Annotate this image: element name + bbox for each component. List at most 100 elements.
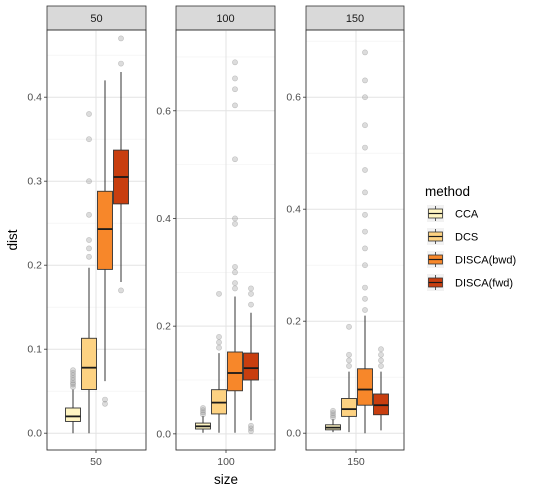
x-tick-label: 50 xyxy=(90,456,102,468)
outlier-point xyxy=(346,323,352,330)
panel-border xyxy=(175,29,276,451)
outlier-point xyxy=(362,228,368,235)
facet-strip xyxy=(46,5,147,31)
legend-title: method xyxy=(425,184,470,199)
outlier-point xyxy=(362,49,368,56)
outlier-point xyxy=(216,344,222,351)
box-dcs xyxy=(341,323,357,433)
outlier-point xyxy=(232,280,238,286)
outlier-point xyxy=(102,396,108,403)
outlier-point xyxy=(362,262,368,269)
outlier-point xyxy=(232,156,238,163)
outlier-point xyxy=(248,422,254,429)
y-tick-label: 0.0 xyxy=(156,428,171,440)
outlier-point xyxy=(362,307,368,313)
facet-strip xyxy=(175,5,276,31)
box-disca-fwd- xyxy=(113,35,129,294)
y-tick-label: 0.2 xyxy=(27,260,42,272)
outlier-point xyxy=(70,372,76,379)
x-axis-title: size xyxy=(214,472,238,487)
y-tick-label: 0.3 xyxy=(27,176,42,188)
facet-panel-100: 100 0.0 0.2 0.4 0.6 100 xyxy=(156,5,276,468)
box-body xyxy=(65,407,81,422)
outlier-point xyxy=(248,425,254,432)
outlier-point xyxy=(200,405,206,411)
outlier-point xyxy=(362,284,368,291)
x-tick-label: 150 xyxy=(347,456,365,468)
outlier-point xyxy=(378,357,384,364)
outlier-point xyxy=(200,407,206,414)
outlier-point xyxy=(118,287,124,294)
outlier-point xyxy=(86,136,92,143)
outlier-point xyxy=(248,301,254,308)
outlier-point xyxy=(378,346,384,353)
outlier-point xyxy=(118,60,124,67)
y-tick-label: 0.4 xyxy=(156,213,171,225)
outlier-point xyxy=(362,211,368,218)
outlier-point xyxy=(362,94,368,101)
y-tick-label: 0.2 xyxy=(286,316,301,328)
outlier-point xyxy=(118,35,124,42)
outlier-point xyxy=(346,363,352,369)
outlier-point xyxy=(232,269,238,276)
outlier-point xyxy=(232,59,238,66)
outlier-point xyxy=(362,189,368,196)
panel-border xyxy=(305,29,405,451)
outlier-point xyxy=(216,339,222,346)
outlier-point xyxy=(362,122,368,129)
legend-label: DISCA(fwd) xyxy=(455,278,513,290)
box-cca xyxy=(195,405,211,433)
outlier-point xyxy=(330,407,336,414)
outlier-point xyxy=(330,412,336,419)
facet-panel-50: 50 0.0 0.1 0.2 0.3 0.4 50 xyxy=(27,5,147,468)
y-tick-label: 0.6 xyxy=(156,105,171,117)
y-tick-label: 0.0 xyxy=(286,428,301,440)
box-disca-bwd- xyxy=(227,59,243,433)
outlier-point xyxy=(216,334,222,340)
facet-strip-label: 100 xyxy=(216,13,234,25)
outlier-point xyxy=(232,75,238,82)
outlier-point xyxy=(232,285,238,292)
outlier-point xyxy=(216,290,222,297)
outlier-point xyxy=(378,363,384,369)
facet-strip xyxy=(305,5,405,31)
box-dcs xyxy=(81,111,97,434)
y-tick-label: 0.6 xyxy=(286,92,301,104)
outlier-point xyxy=(248,285,254,292)
box-body xyxy=(81,337,97,390)
outlier-point xyxy=(86,111,92,117)
y-tick-label: 0.0 xyxy=(27,428,42,440)
outlier-point xyxy=(248,290,254,297)
legend-label: CCA xyxy=(455,209,479,221)
x-tick-label: 100 xyxy=(217,456,235,468)
facet-panel-150: 150 0.0 0.2 0.4 0.6 150 xyxy=(286,5,405,468)
facet-strip-label: 150 xyxy=(346,13,364,25)
legend-entry-disca-fwd-: DISCA(fwd) xyxy=(427,274,513,291)
outlier-point xyxy=(86,211,92,218)
outlier-point xyxy=(346,357,352,364)
y-tick-label: 0.4 xyxy=(286,204,301,216)
outlier-point xyxy=(362,295,368,302)
outlier-point xyxy=(232,264,238,270)
box-body xyxy=(97,190,113,270)
outlier-point xyxy=(378,351,384,358)
legend-entry-dcs: DCS xyxy=(427,228,478,245)
panel-border xyxy=(46,29,147,451)
facet-strip-label: 50 xyxy=(90,13,102,25)
outlier-point xyxy=(70,379,76,386)
outlier-point xyxy=(70,367,76,374)
outlier-point xyxy=(330,410,336,416)
box-cca xyxy=(65,367,81,434)
legend-label: DCS xyxy=(455,232,478,244)
outlier-point xyxy=(362,77,368,84)
y-tick-label: 0.4 xyxy=(27,92,42,104)
box-disca-bwd- xyxy=(357,49,373,434)
outlier-point xyxy=(346,351,352,358)
legend-entry-disca-bwd-: DISCA(bwd) xyxy=(427,251,516,268)
outlier-point xyxy=(86,253,92,260)
outlier-point xyxy=(70,381,76,388)
outlier-point xyxy=(362,144,368,151)
box-body xyxy=(357,368,373,406)
outlier-point xyxy=(70,369,76,376)
